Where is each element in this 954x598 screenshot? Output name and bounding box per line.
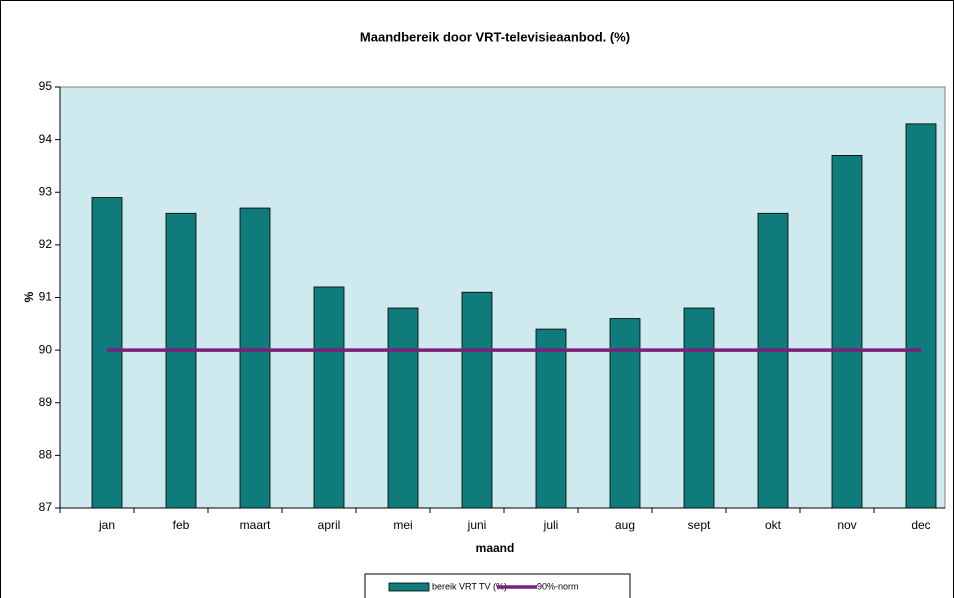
y-tick-label: 89 (39, 395, 53, 409)
x-tick-label: mei (393, 518, 412, 532)
bar (313, 286, 345, 509)
x-tick-label: feb (173, 518, 190, 532)
x-tick-label: sept (688, 518, 711, 532)
y-axis-title: % (22, 291, 36, 302)
bar (535, 328, 567, 509)
bar (683, 307, 715, 509)
x-tick-label: dec (911, 518, 930, 532)
legend-label: 90%-norm (537, 581, 579, 591)
x-tick-label: jan (98, 518, 115, 532)
y-tick-label: 94 (39, 132, 53, 146)
legend-swatch (388, 582, 430, 592)
x-tick-label: juni (467, 518, 487, 532)
bar (91, 197, 123, 509)
bar (165, 212, 197, 509)
x-tick-label: juli (543, 518, 559, 532)
plot-area (59, 86, 946, 509)
bar (905, 123, 937, 509)
bar (831, 155, 863, 509)
bar (387, 307, 419, 509)
bar (609, 318, 641, 509)
x-tick-label: okt (765, 518, 782, 532)
y-tick-label: 91 (39, 290, 53, 304)
x-tick-label: maart (240, 518, 271, 532)
y-tick-label: 90 (39, 342, 53, 356)
bar (461, 291, 493, 509)
y-tick-label: 92 (39, 237, 53, 251)
y-tick-label: 88 (39, 448, 53, 462)
bar (239, 207, 271, 509)
chart-title: Maandbereik door VRT-televisieaanbod. (%… (360, 29, 630, 44)
legend-label: bereik VRT TV (%) (432, 581, 507, 591)
y-tick-label: 95 (39, 79, 53, 93)
x-axis-title: maand (476, 541, 515, 555)
y-tick-label: 93 (39, 184, 53, 198)
x-tick-label: aug (615, 518, 635, 532)
y-tick-label: 87 (39, 500, 53, 514)
x-tick-label: april (318, 518, 341, 532)
bar (757, 212, 789, 509)
x-tick-label: nov (837, 518, 856, 532)
